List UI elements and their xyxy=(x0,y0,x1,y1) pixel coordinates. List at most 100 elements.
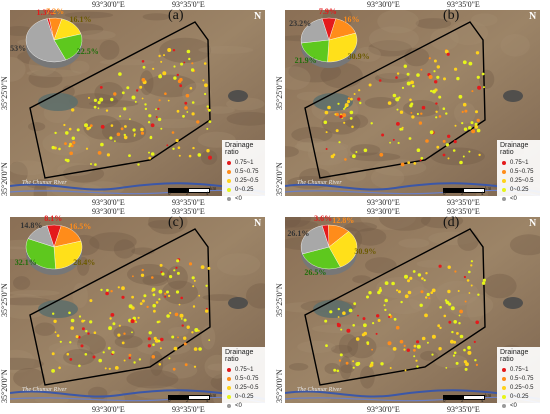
thermokarst-lake-point xyxy=(176,259,180,263)
thermokarst-lake-point xyxy=(97,107,100,110)
thermokarst-lake-point xyxy=(137,163,140,166)
legend-item-label: <0 xyxy=(510,195,517,202)
thermokarst-lake-point xyxy=(78,364,81,368)
thermokarst-lake-point xyxy=(173,346,178,351)
thermokarst-lake-point xyxy=(474,359,477,362)
scale-tick-label: 4 xyxy=(206,399,209,404)
thermokarst-lake-point xyxy=(335,112,339,117)
thermokarst-lake-point xyxy=(453,351,457,355)
legend-swatch xyxy=(227,196,231,201)
thermokarst-lake-point xyxy=(203,62,207,65)
thermokarst-lake-point xyxy=(384,308,387,312)
thermokarst-lake-point xyxy=(324,110,329,115)
pie-slice-label: 53% xyxy=(10,44,27,54)
terrain-patch xyxy=(202,294,238,301)
thermokarst-lake-point xyxy=(105,109,109,112)
thermokarst-lake-point xyxy=(178,154,181,157)
pie-slice-label: 28.4% xyxy=(73,258,96,268)
pie-slice-label: 21.9% xyxy=(294,55,317,65)
thermokarst-lake-point xyxy=(160,60,163,63)
thermokarst-lake-point xyxy=(384,281,389,285)
thermokarst-lake-point xyxy=(90,163,92,165)
thermokarst-lake-point xyxy=(113,92,117,96)
legend-item: 0.5~0.75 xyxy=(225,167,267,176)
legend-swatch xyxy=(502,178,506,183)
thermokarst-lake-point xyxy=(475,363,478,366)
terrain-patch xyxy=(126,369,179,389)
thermokarst-lake-point xyxy=(72,141,76,145)
thermokarst-lake-point xyxy=(396,72,400,75)
thermokarst-lake-point xyxy=(120,127,124,131)
longitude-label: 93°35'0"E xyxy=(447,198,480,207)
thermokarst-lake-point xyxy=(380,362,384,366)
terrain-patch xyxy=(198,45,254,54)
thermokarst-lake-point xyxy=(179,84,183,88)
river-line xyxy=(10,389,265,400)
thermokarst-lake-point xyxy=(177,146,181,149)
thermokarst-lake-point xyxy=(189,86,193,90)
thermokarst-lake-point xyxy=(204,92,207,96)
thermokarst-lake-point xyxy=(424,313,428,318)
thermokarst-lake-point xyxy=(133,361,136,364)
pie-chart xyxy=(287,6,369,76)
thermokarst-lake-point xyxy=(396,122,400,126)
thermokarst-lake-point xyxy=(181,324,184,327)
thermokarst-lake-point xyxy=(158,54,161,58)
terrain-patch xyxy=(137,340,191,356)
thermokarst-lake-point xyxy=(352,366,355,369)
thermokarst-lake-point xyxy=(138,358,142,361)
terrain-patch xyxy=(77,30,116,40)
thermokarst-lake-point xyxy=(131,295,134,299)
thermokarst-lake-point xyxy=(155,116,158,118)
thermokarst-lake-point xyxy=(465,362,469,367)
thermokarst-lake-point xyxy=(416,112,419,116)
thermokarst-lake-point xyxy=(136,89,139,92)
thermokarst-lake-point xyxy=(150,152,155,156)
terrain-patch xyxy=(312,324,367,334)
thermokarst-lake-point xyxy=(89,299,93,303)
scale-bar: 0 2 4 km xyxy=(443,187,491,197)
terrain-patch xyxy=(354,228,387,246)
legend-item-label: 0.25~0.5 xyxy=(510,177,534,184)
thermokarst-lake-point xyxy=(75,335,79,339)
legend-swatch xyxy=(227,376,231,381)
thermokarst-lake-point xyxy=(131,95,136,100)
thermokarst-lake-point xyxy=(65,131,69,135)
legend-swatch xyxy=(227,187,231,192)
thermokarst-lake-point xyxy=(188,154,192,158)
thermokarst-lake-point xyxy=(456,332,459,335)
terrain-patch xyxy=(434,354,468,368)
study-area-boundary xyxy=(29,228,211,386)
thermokarst-lake-point xyxy=(183,318,187,322)
terrain-patch xyxy=(288,363,309,371)
thermokarst-lake-point xyxy=(436,65,440,69)
thermokarst-lake-point xyxy=(416,340,420,344)
legend-item: 0.5~0.75 xyxy=(500,374,542,383)
thermokarst-lake-point xyxy=(51,145,55,150)
thermokarst-lake-point xyxy=(176,109,180,113)
longitude-label: 93°35'0"E xyxy=(172,0,205,9)
legend-item-label: 0.5~0.75 xyxy=(510,168,534,175)
thermokarst-lake-point xyxy=(355,362,360,367)
thermokarst-lake-point xyxy=(396,289,399,292)
thermokarst-lake-point xyxy=(54,331,57,334)
thermokarst-lake-point xyxy=(468,61,473,66)
scale-unit: km xyxy=(485,187,492,192)
legend-item: 0~0.25 xyxy=(500,392,542,401)
terrain-patch xyxy=(344,222,378,232)
thermokarst-lake-point xyxy=(338,141,341,144)
lake xyxy=(38,93,78,111)
terrain-patch xyxy=(299,167,331,186)
terrain-patch xyxy=(53,344,92,366)
thermokarst-lake-point xyxy=(481,72,485,76)
thermokarst-lake-point xyxy=(425,296,428,299)
thermokarst-lake-point xyxy=(471,129,476,134)
thermokarst-lake-point xyxy=(53,319,57,323)
thermokarst-lake-point xyxy=(148,114,152,118)
thermokarst-lake-point xyxy=(475,110,478,114)
thermokarst-lake-point xyxy=(409,98,412,102)
thermokarst-lake-point xyxy=(406,348,410,352)
thermokarst-lake-point xyxy=(58,147,61,151)
terrain-patch xyxy=(374,72,410,83)
thermokarst-lake-point xyxy=(158,99,161,102)
